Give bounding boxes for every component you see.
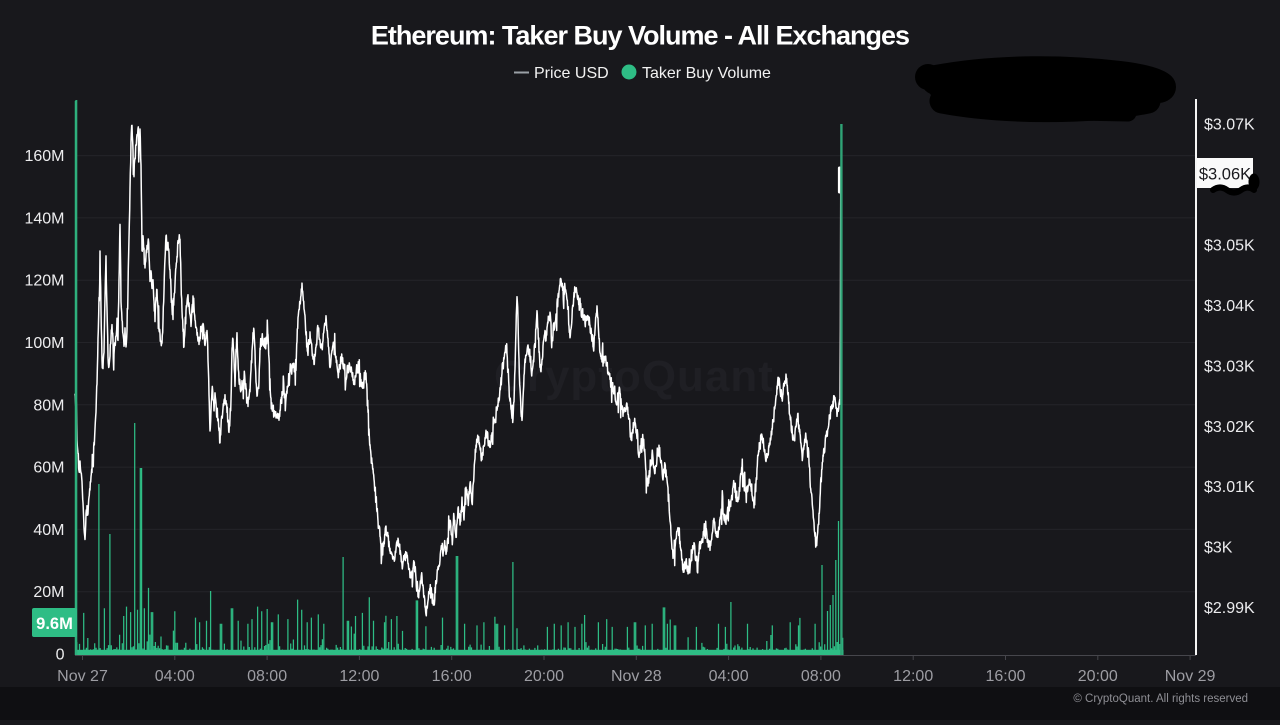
svg-text:9.6M: 9.6M	[36, 615, 73, 633]
svg-text:$2.99K: $2.99K	[1204, 600, 1255, 617]
svg-text:08:00: 08:00	[247, 668, 287, 685]
svg-text:Taker Buy Volume: Taker Buy Volume	[642, 65, 771, 82]
svg-text:16:00: 16:00	[985, 668, 1025, 685]
svg-text:Nov 27: Nov 27	[57, 668, 108, 685]
svg-text:40M: 40M	[33, 522, 64, 539]
svg-text:$3.05K: $3.05K	[1204, 237, 1255, 254]
svg-text:08:00: 08:00	[801, 668, 841, 685]
svg-text:60M: 60M	[33, 460, 64, 477]
svg-text:20:00: 20:00	[524, 668, 564, 685]
svg-text:04:00: 04:00	[155, 668, 195, 685]
svg-text:12:00: 12:00	[893, 668, 933, 685]
svg-text:$3.04K: $3.04K	[1204, 298, 1255, 315]
svg-text:80M: 80M	[33, 397, 64, 414]
svg-text:$3.02K: $3.02K	[1204, 419, 1255, 436]
svg-text:Ethereum: Taker Buy Volume - A: Ethereum: Taker Buy Volume - All Exchang…	[371, 21, 909, 51]
svg-text:Nov 28: Nov 28	[611, 668, 662, 685]
svg-text:© CryptoQuant. All rights rese: © CryptoQuant. All rights reserved	[1073, 693, 1248, 705]
svg-text:$3.07K: $3.07K	[1204, 117, 1255, 134]
svg-text:04:00: 04:00	[709, 668, 749, 685]
svg-text:120M: 120M	[24, 273, 64, 290]
svg-text:Price USD: Price USD	[534, 65, 609, 82]
svg-text:140M: 140M	[24, 210, 64, 227]
svg-text:$3.03K: $3.03K	[1204, 358, 1255, 375]
svg-text:20:00: 20:00	[1078, 668, 1118, 685]
svg-text:12:00: 12:00	[339, 668, 379, 685]
svg-text:$3K: $3K	[1204, 540, 1233, 557]
svg-text:$3.06K: $3.06K	[1199, 166, 1251, 184]
svg-text:Nov 29: Nov 29	[1165, 668, 1216, 685]
svg-text:CryptoQuant: CryptoQuant	[494, 352, 774, 401]
svg-text:160M: 160M	[24, 148, 64, 165]
svg-text:$3.01K: $3.01K	[1204, 479, 1255, 496]
svg-text:20M: 20M	[33, 584, 64, 601]
svg-text:16:00: 16:00	[432, 668, 472, 685]
svg-text:0: 0	[56, 647, 65, 664]
svg-text:100M: 100M	[24, 335, 64, 352]
